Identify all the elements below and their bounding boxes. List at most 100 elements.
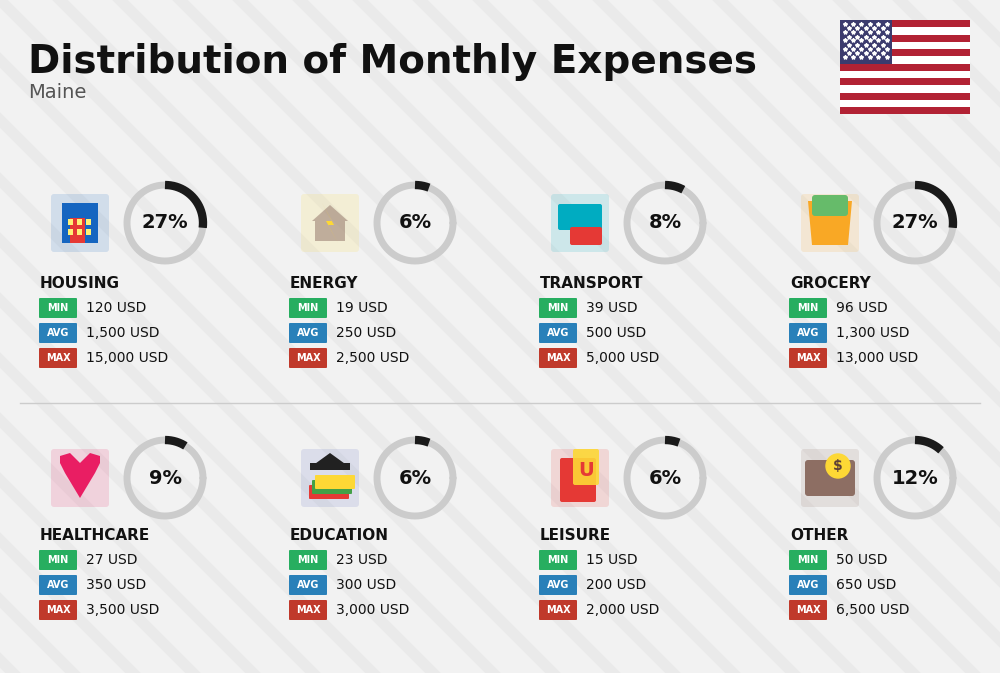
FancyBboxPatch shape bbox=[39, 298, 77, 318]
FancyBboxPatch shape bbox=[539, 323, 577, 343]
Text: MAX: MAX bbox=[46, 353, 70, 363]
FancyBboxPatch shape bbox=[539, 550, 577, 570]
Text: 3,500 USD: 3,500 USD bbox=[86, 603, 159, 617]
Text: MIN: MIN bbox=[547, 555, 569, 565]
FancyBboxPatch shape bbox=[551, 194, 609, 252]
FancyBboxPatch shape bbox=[301, 194, 359, 252]
FancyBboxPatch shape bbox=[39, 550, 77, 570]
Text: 9%: 9% bbox=[148, 468, 182, 487]
Text: 15,000 USD: 15,000 USD bbox=[86, 351, 168, 365]
FancyBboxPatch shape bbox=[840, 78, 970, 85]
FancyBboxPatch shape bbox=[39, 575, 77, 595]
Text: 500 USD: 500 USD bbox=[586, 326, 646, 340]
Text: 1,300 USD: 1,300 USD bbox=[836, 326, 910, 340]
Polygon shape bbox=[808, 201, 852, 245]
FancyBboxPatch shape bbox=[68, 229, 73, 235]
FancyBboxPatch shape bbox=[560, 458, 596, 502]
Text: MAX: MAX bbox=[46, 605, 70, 615]
FancyBboxPatch shape bbox=[840, 28, 970, 35]
Text: 23 USD: 23 USD bbox=[336, 553, 388, 567]
Text: 5,000 USD: 5,000 USD bbox=[586, 351, 659, 365]
FancyBboxPatch shape bbox=[840, 64, 970, 71]
Text: U: U bbox=[578, 460, 594, 479]
Text: MIN: MIN bbox=[797, 303, 819, 313]
Text: 3,000 USD: 3,000 USD bbox=[336, 603, 409, 617]
Text: MIN: MIN bbox=[47, 303, 69, 313]
Text: 250 USD: 250 USD bbox=[336, 326, 396, 340]
Text: 6%: 6% bbox=[648, 468, 682, 487]
Text: MAX: MAX bbox=[296, 353, 320, 363]
Text: TRANSPORT: TRANSPORT bbox=[540, 275, 644, 291]
FancyBboxPatch shape bbox=[289, 323, 327, 343]
FancyBboxPatch shape bbox=[539, 575, 577, 595]
FancyBboxPatch shape bbox=[39, 348, 77, 368]
FancyBboxPatch shape bbox=[551, 449, 609, 507]
FancyBboxPatch shape bbox=[68, 219, 73, 225]
FancyBboxPatch shape bbox=[840, 20, 970, 28]
Text: 2,000 USD: 2,000 USD bbox=[586, 603, 659, 617]
Text: 6%: 6% bbox=[398, 213, 432, 232]
Text: HOUSING: HOUSING bbox=[40, 275, 120, 291]
FancyBboxPatch shape bbox=[77, 229, 82, 235]
FancyBboxPatch shape bbox=[840, 93, 970, 100]
FancyBboxPatch shape bbox=[570, 227, 602, 245]
FancyBboxPatch shape bbox=[51, 449, 109, 507]
FancyBboxPatch shape bbox=[51, 194, 109, 252]
Text: GROCERY: GROCERY bbox=[790, 275, 871, 291]
FancyBboxPatch shape bbox=[573, 449, 599, 485]
Polygon shape bbox=[322, 203, 338, 243]
Text: 350 USD: 350 USD bbox=[86, 578, 146, 592]
FancyBboxPatch shape bbox=[86, 229, 91, 235]
Text: 96 USD: 96 USD bbox=[836, 301, 888, 315]
Text: 27 USD: 27 USD bbox=[86, 553, 138, 567]
FancyBboxPatch shape bbox=[840, 57, 970, 64]
FancyBboxPatch shape bbox=[86, 219, 91, 225]
Text: AVG: AVG bbox=[547, 328, 569, 338]
Text: 120 USD: 120 USD bbox=[86, 301, 146, 315]
FancyBboxPatch shape bbox=[840, 100, 970, 107]
Text: $: $ bbox=[833, 459, 843, 473]
Text: 15 USD: 15 USD bbox=[586, 553, 638, 567]
FancyBboxPatch shape bbox=[289, 298, 327, 318]
FancyBboxPatch shape bbox=[801, 449, 859, 507]
FancyBboxPatch shape bbox=[840, 42, 970, 49]
Text: MIN: MIN bbox=[547, 303, 569, 313]
FancyBboxPatch shape bbox=[39, 323, 77, 343]
FancyBboxPatch shape bbox=[805, 460, 855, 496]
FancyBboxPatch shape bbox=[289, 550, 327, 570]
FancyBboxPatch shape bbox=[312, 480, 352, 494]
FancyBboxPatch shape bbox=[840, 71, 970, 78]
FancyBboxPatch shape bbox=[539, 600, 577, 620]
Text: OTHER: OTHER bbox=[790, 528, 848, 542]
FancyBboxPatch shape bbox=[315, 221, 345, 241]
FancyBboxPatch shape bbox=[789, 348, 827, 368]
Text: 6,500 USD: 6,500 USD bbox=[836, 603, 910, 617]
FancyBboxPatch shape bbox=[70, 218, 85, 243]
Polygon shape bbox=[60, 453, 100, 498]
FancyBboxPatch shape bbox=[289, 348, 327, 368]
Text: MAX: MAX bbox=[796, 605, 820, 615]
Text: 8%: 8% bbox=[648, 213, 682, 232]
FancyBboxPatch shape bbox=[289, 600, 327, 620]
FancyBboxPatch shape bbox=[62, 203, 98, 243]
Text: ENERGY: ENERGY bbox=[290, 275, 358, 291]
FancyBboxPatch shape bbox=[840, 49, 970, 57]
FancyBboxPatch shape bbox=[39, 600, 77, 620]
Polygon shape bbox=[312, 453, 348, 466]
FancyBboxPatch shape bbox=[558, 204, 602, 230]
Text: MAX: MAX bbox=[546, 605, 570, 615]
Text: AVG: AVG bbox=[47, 580, 69, 590]
Polygon shape bbox=[312, 205, 348, 221]
Text: 19 USD: 19 USD bbox=[336, 301, 388, 315]
FancyBboxPatch shape bbox=[310, 463, 350, 470]
Text: 300 USD: 300 USD bbox=[336, 578, 396, 592]
Text: Maine: Maine bbox=[28, 83, 86, 102]
Text: AVG: AVG bbox=[797, 580, 819, 590]
Text: 27%: 27% bbox=[892, 213, 938, 232]
Text: AVG: AVG bbox=[297, 580, 319, 590]
Text: 650 USD: 650 USD bbox=[836, 578, 896, 592]
Text: 27%: 27% bbox=[142, 213, 188, 232]
FancyBboxPatch shape bbox=[801, 194, 859, 252]
Text: MAX: MAX bbox=[546, 353, 570, 363]
FancyBboxPatch shape bbox=[840, 107, 970, 114]
